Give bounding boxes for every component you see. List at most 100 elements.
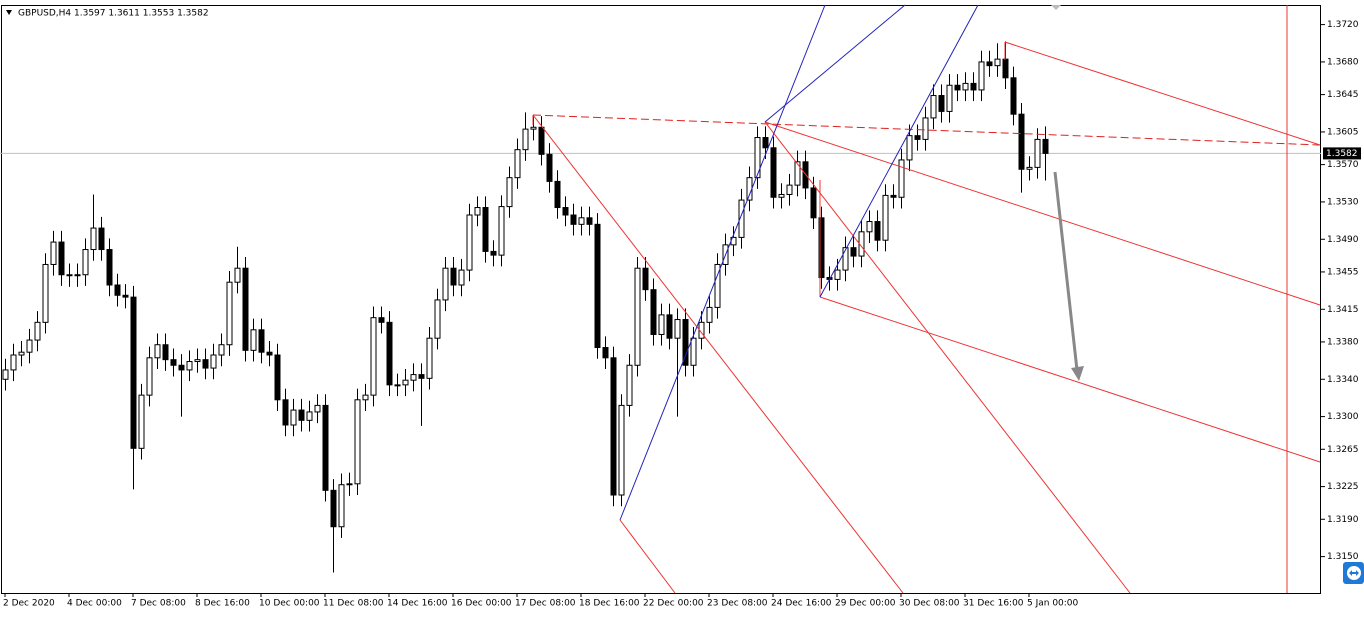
- candle-body: [162, 344, 169, 361]
- candle-body: [1034, 138, 1041, 168]
- candle-body: [738, 199, 745, 238]
- candle-body: [74, 274, 81, 277]
- candle-body: [506, 177, 513, 208]
- candle-body: [906, 135, 913, 161]
- candle-body: [418, 374, 425, 379]
- candle-body: [26, 339, 33, 353]
- candle-body: [882, 194, 889, 241]
- drawings: [532, 4, 1321, 594]
- candle-body: [978, 61, 985, 91]
- candle-body: [762, 137, 769, 149]
- candle-body: [146, 357, 153, 396]
- y-tick-label: 1.3150: [1327, 552, 1359, 562]
- app-icon[interactable]: [1343, 562, 1364, 584]
- candle-body: [706, 306, 713, 323]
- y-tick-label: 1.3380: [1327, 337, 1359, 347]
- blue-line: [619, 4, 826, 521]
- y-tick-label: 1.3455: [1327, 267, 1359, 277]
- candle-body: [690, 337, 697, 366]
- candle-body: [850, 247, 857, 257]
- candle-body: [138, 394, 145, 449]
- candle-body: [626, 364, 633, 406]
- candle-body: [362, 394, 369, 401]
- candle-body: [250, 329, 257, 351]
- candle-body: [1018, 113, 1025, 170]
- candle-body: [322, 404, 329, 491]
- candle-body: [170, 359, 177, 366]
- menu-triangle[interactable]: [6, 10, 12, 15]
- price-tag: [1323, 147, 1361, 160]
- candle-body: [98, 227, 105, 251]
- candle-body: [298, 409, 305, 421]
- candle-body: [18, 351, 25, 356]
- candle-body: [986, 61, 993, 67]
- candle-body: [58, 241, 65, 276]
- candle-body: [634, 267, 641, 366]
- candle-body: [658, 314, 665, 335]
- candle-body: [922, 117, 929, 140]
- candle-body: [178, 364, 185, 371]
- candle-body: [258, 329, 265, 353]
- candle-body: [474, 207, 481, 216]
- candle-body: [570, 214, 577, 225]
- red-line: [532, 114, 904, 594]
- candle-body: [498, 206, 505, 256]
- red-line: [819, 296, 1321, 463]
- y-tick-label: 1.3530: [1327, 197, 1359, 207]
- candle-body: [450, 267, 457, 286]
- candle-body: [234, 267, 241, 283]
- candle-body: [154, 344, 161, 359]
- y-tick-label: 1.3265: [1327, 445, 1359, 455]
- red-line: [764, 121, 1131, 594]
- candle-body: [938, 95, 945, 112]
- blue-line: [819, 4, 979, 298]
- candle-body: [378, 317, 385, 323]
- candle-body: [930, 95, 937, 119]
- candle-body: [946, 84, 953, 112]
- arrow-shaft: [1053, 171, 1079, 371]
- candle-body: [130, 296, 137, 449]
- candle-body: [746, 177, 753, 201]
- candle-body: [538, 126, 545, 155]
- y-tick-label: 1.3300: [1327, 412, 1359, 422]
- candle-body: [122, 294, 129, 298]
- y-tick-label: 1.3225: [1327, 482, 1359, 492]
- candle-body: [10, 354, 17, 371]
- y-tick-label: 1.3340: [1327, 375, 1359, 385]
- chart-title: GBPUSD,H4 1.3597 1.3611 1.3553 1.3582: [18, 9, 209, 19]
- x-tick-label: 17 Dec 08:00: [515, 599, 576, 609]
- candle-body: [714, 263, 721, 308]
- x-tick-label: 11 Dec 08:00: [323, 599, 384, 609]
- red-line: [764, 121, 1321, 306]
- candle-body: [866, 221, 873, 233]
- candle-body: [202, 359, 209, 369]
- candle-body: [114, 284, 121, 296]
- candle-body: [1010, 77, 1017, 115]
- candle-body: [770, 147, 777, 198]
- y-tick-label: 1.3190: [1327, 515, 1359, 525]
- x-tick-label: 24 Dec 16:00: [771, 599, 832, 609]
- x-tick-label: 4 Dec 00:00: [67, 599, 122, 609]
- candle-body: [354, 399, 361, 485]
- candle-body: [386, 321, 393, 386]
- candle-body: [810, 187, 817, 219]
- candle-body: [338, 484, 345, 528]
- candle-body: [490, 250, 497, 256]
- candle-body: [274, 354, 281, 401]
- candle-body: [546, 153, 553, 182]
- x-tick-label: 23 Dec 08:00: [707, 599, 768, 609]
- candle-body: [434, 299, 441, 339]
- candle-body: [1026, 166, 1033, 170]
- candle-body: [194, 359, 201, 363]
- x-tick-label: 10 Dec 00:00: [259, 599, 320, 609]
- candle-body: [842, 247, 849, 271]
- candle-body: [442, 267, 449, 301]
- candle-body: [458, 269, 465, 286]
- x-tick-label: 18 Dec 16:00: [579, 599, 640, 609]
- candle-body: [394, 384, 401, 387]
- blue-line: [764, 4, 906, 123]
- candle-body: [994, 58, 1001, 67]
- candle-body: [914, 135, 921, 140]
- candle-body: [90, 227, 97, 251]
- candle-body: [2, 369, 9, 380]
